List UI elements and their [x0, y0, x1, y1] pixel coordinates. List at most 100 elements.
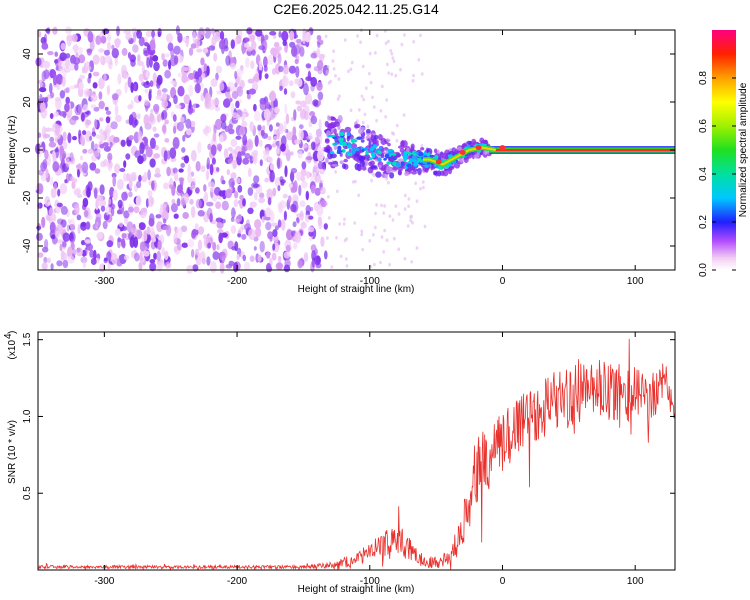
- noise-speck: [173, 94, 178, 105]
- noise-speck: [69, 176, 75, 182]
- noise-speck: [138, 222, 146, 231]
- noise-speck: [66, 224, 70, 232]
- noise-speck: [380, 84, 384, 89]
- noise-speck: [279, 85, 283, 92]
- noise-speck: [249, 121, 254, 132]
- noise-speck: [253, 103, 257, 112]
- noise-speck: [124, 81, 128, 94]
- noise-speck: [387, 39, 390, 44]
- signal-core: [417, 151, 424, 157]
- noise-speck: [74, 104, 82, 116]
- noise-speck: [48, 141, 57, 148]
- noise-speck: [244, 153, 251, 160]
- noise-speck: [149, 115, 156, 125]
- noise-speck: [385, 238, 389, 242]
- noise-speck: [41, 216, 46, 228]
- signal-halo: [367, 138, 371, 142]
- noise-speck: [392, 59, 396, 63]
- noise-speck: [90, 94, 98, 102]
- noise-speck: [317, 216, 322, 226]
- noise-speck: [44, 96, 49, 103]
- signal-core: [445, 164, 450, 169]
- noise-speck: [297, 150, 303, 159]
- noise-speck: [137, 155, 144, 165]
- noise-speck: [317, 161, 324, 170]
- noise-speck: [271, 252, 277, 261]
- signal-core: [419, 159, 423, 163]
- signal-core: [341, 141, 347, 147]
- signal-halo: [440, 152, 447, 159]
- noise-speck: [246, 138, 254, 151]
- noise-speck: [372, 105, 376, 109]
- noise-speck: [391, 218, 395, 222]
- noise-speck: [78, 47, 83, 55]
- noise-speck: [368, 239, 372, 243]
- noise-speck: [275, 262, 283, 271]
- noise-speck: [264, 34, 269, 41]
- noise-speck: [280, 143, 286, 152]
- noise-speck: [161, 99, 169, 108]
- noise-speck: [226, 169, 230, 176]
- noise-speck: [121, 233, 127, 239]
- noise-speck: [195, 161, 201, 172]
- noise-speck: [100, 35, 107, 44]
- noise-speck: [273, 47, 279, 56]
- signal-halo: [350, 143, 358, 149]
- noise-speck: [249, 255, 255, 262]
- noise-speck: [246, 27, 253, 35]
- noise-speck: [327, 216, 331, 220]
- noise-speck: [154, 173, 162, 178]
- noise-speck: [210, 261, 217, 273]
- noise-speck: [266, 262, 272, 273]
- noise-speck: [38, 87, 47, 93]
- noise-speck: [267, 54, 274, 65]
- noise-speck: [319, 53, 324, 63]
- noise-speck: [308, 144, 312, 150]
- noise-speck: [133, 236, 139, 248]
- noise-speck: [235, 177, 241, 184]
- signal-core: [384, 153, 390, 159]
- noise-speck: [90, 140, 95, 152]
- noise-speck: [403, 256, 407, 261]
- noise-speck: [50, 187, 57, 199]
- noise-speck: [228, 128, 235, 135]
- signal-core: [365, 150, 369, 155]
- noise-speck: [64, 103, 70, 113]
- noise-speck: [197, 141, 202, 154]
- noise-speck: [237, 151, 242, 159]
- noise-speck: [194, 223, 199, 231]
- noise-speck: [281, 135, 287, 147]
- noise-speck: [247, 167, 252, 178]
- noise-speck: [300, 109, 307, 119]
- noise-speck: [125, 32, 132, 41]
- noise-speck: [419, 33, 422, 38]
- noise-speck: [334, 170, 337, 174]
- noise-speck: [284, 103, 288, 114]
- noise-speck: [93, 187, 98, 199]
- signal-core: [376, 157, 382, 161]
- noise-speck: [271, 143, 277, 148]
- noise-speck: [136, 181, 142, 189]
- noise-speck: [54, 148, 59, 153]
- noise-speck: [351, 180, 355, 184]
- signal-halo: [339, 160, 344, 165]
- noise-speck: [399, 67, 402, 72]
- noise-speck: [156, 250, 161, 262]
- noise-speck: [215, 65, 223, 74]
- noise-speck: [306, 170, 310, 180]
- noise-speck: [144, 99, 149, 106]
- noise-speck: [206, 201, 214, 207]
- snr-frame: [37, 331, 676, 571]
- noise-speck: [423, 224, 427, 229]
- noise-speck: [141, 64, 145, 75]
- colorbar-label: Normalized spectral amplitude: [738, 82, 749, 217]
- noise-speck: [230, 172, 237, 180]
- noise-speck: [187, 173, 193, 184]
- noise-speck: [44, 149, 49, 160]
- noise-speck: [202, 47, 209, 54]
- colorbar: 0.0 0.2 0.4 0.6 0.8 Normalized spectral ampl…: [698, 30, 749, 277]
- noise-speck: [288, 65, 297, 74]
- noise-speck: [71, 34, 78, 42]
- noise-speck: [116, 25, 120, 37]
- noise-speck: [76, 214, 82, 221]
